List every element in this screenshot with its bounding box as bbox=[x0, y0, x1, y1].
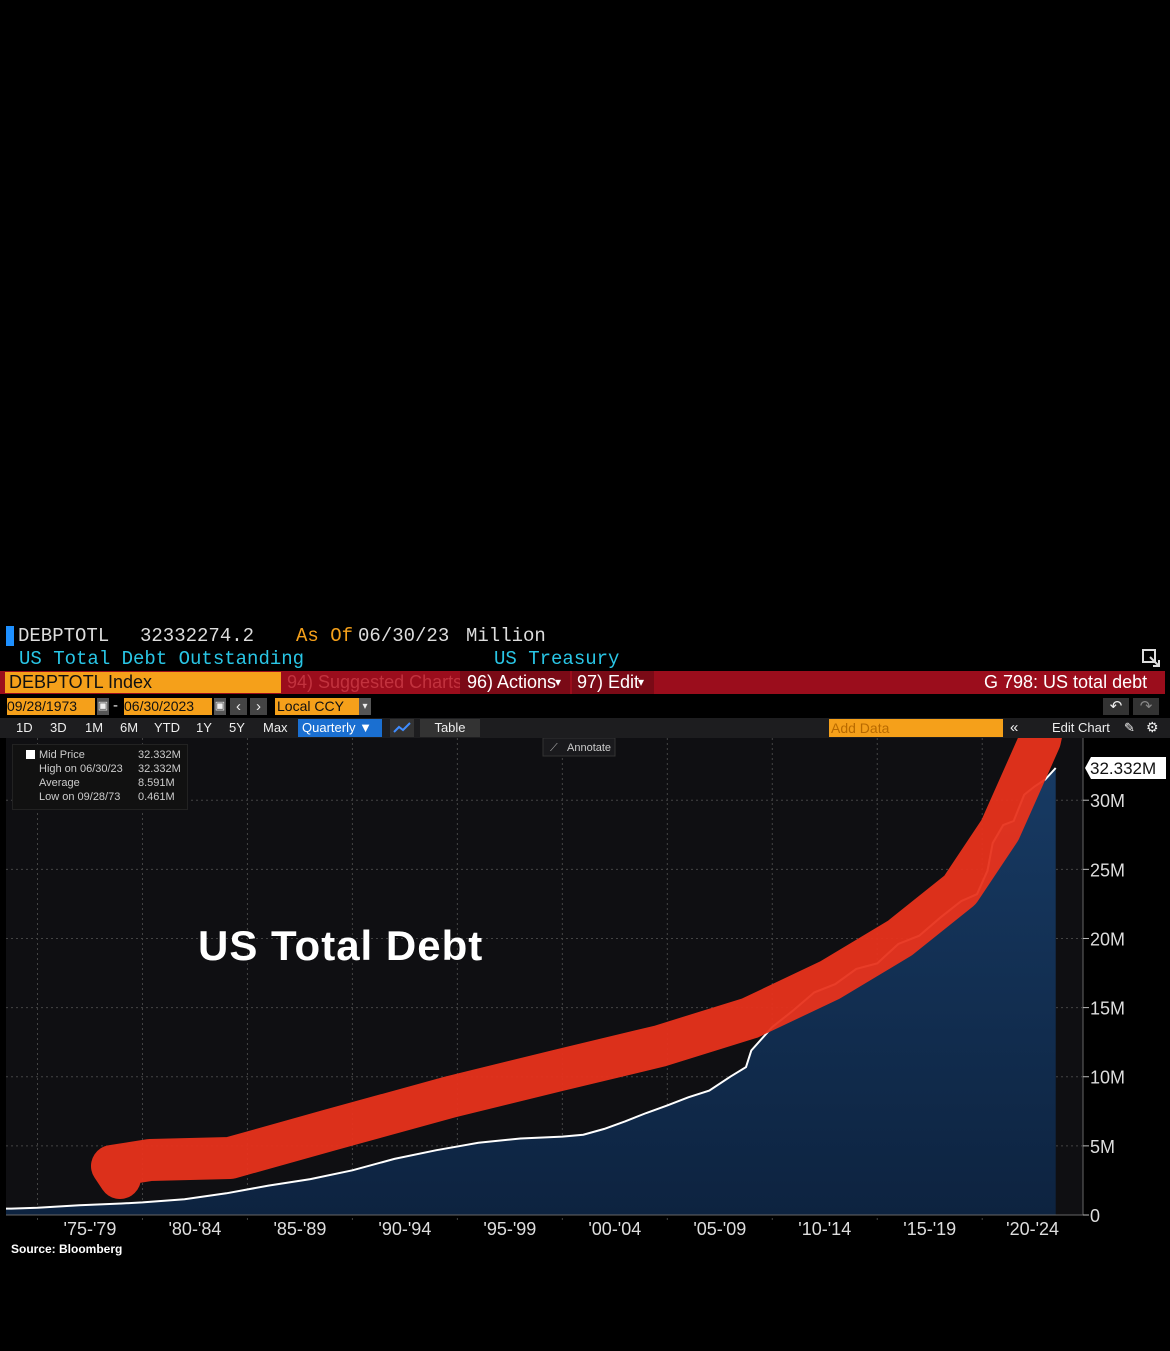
period-6m[interactable]: 6M bbox=[120, 720, 138, 735]
currency-select[interactable]: Local CCY bbox=[275, 698, 359, 715]
annotate-label: Annotate bbox=[567, 742, 611, 754]
y-tick-label: 5M bbox=[1090, 1137, 1115, 1157]
redo-icon[interactable]: ↷ bbox=[1133, 698, 1159, 715]
undo-icon[interactable]: ↶ bbox=[1103, 698, 1129, 715]
legend-avg-label: Average bbox=[39, 777, 80, 789]
currency-caret-icon[interactable]: ▾ bbox=[359, 698, 371, 715]
actions-menu[interactable]: 96) Actions bbox=[467, 672, 556, 693]
as-of-label: As Of bbox=[296, 625, 353, 647]
y-tick-label: 20M bbox=[1090, 929, 1125, 949]
settings-gear-icon[interactable]: ⚙ bbox=[1146, 719, 1159, 736]
security-description-row: US Total Debt Outstanding US Treasury bbox=[0, 648, 1170, 670]
period-1d[interactable]: 1D bbox=[16, 720, 33, 735]
annotate-icon: ⟋ bbox=[550, 742, 558, 754]
x-tick-label: '75-'79 bbox=[64, 1219, 117, 1239]
start-date-input[interactable]: 09/28/1973 bbox=[7, 698, 95, 715]
period-5y[interactable]: 5Y bbox=[229, 720, 245, 735]
function-toolbar: DEBPTOTL Index 94) Suggested Charts 96) … bbox=[0, 671, 1165, 694]
y-tick-label: 15M bbox=[1090, 999, 1125, 1019]
legend-low-label: Low on 09/28/73 bbox=[39, 791, 120, 803]
security-marker bbox=[6, 626, 14, 646]
source-org: US Treasury bbox=[494, 648, 619, 670]
legend-series-value: 32.332M bbox=[138, 749, 181, 761]
end-calendar-icon[interactable]: ▣ bbox=[214, 698, 226, 715]
x-tick-label: '20-'24 bbox=[1006, 1219, 1059, 1239]
period-ytd[interactable]: YTD bbox=[154, 720, 180, 735]
page-title: G 798: US total debt bbox=[984, 672, 1147, 693]
y-tick-label: 25M bbox=[1090, 860, 1125, 880]
legend-series-name: Mid Price bbox=[39, 749, 85, 761]
last-value-text: 32.332M bbox=[1090, 759, 1156, 778]
chart-type-icon[interactable] bbox=[390, 719, 414, 737]
unit-label: Million bbox=[466, 625, 546, 647]
period-1m[interactable]: 1M bbox=[85, 720, 103, 735]
edit-menu[interactable]: 97) Edit bbox=[577, 672, 639, 693]
prev-arrow-icon[interactable]: ‹ bbox=[230, 698, 247, 715]
frequency-select[interactable]: Quarterly ▼ bbox=[298, 719, 382, 737]
x-ticks: '75-'79 '80-'84 '85-'89 '90-'94 '95-'99 '00-'… bbox=[64, 1219, 1060, 1239]
legend-box: Mid Price 32.332M High on 06/30/23 32.33… bbox=[12, 744, 188, 810]
period-1y[interactable]: 1Y bbox=[196, 720, 212, 735]
x-tick-label: '15-'19 bbox=[903, 1219, 956, 1239]
period-toolbar: 1D 3D 1M 6M YTD 1Y 5Y Max Quarterly ▼ Ta… bbox=[0, 718, 1170, 738]
popout-icon[interactable] bbox=[1141, 648, 1161, 668]
edit-caret-icon: ▾ bbox=[638, 672, 644, 693]
actions-caret-icon: ▾ bbox=[555, 672, 561, 693]
debt-chart: '75-'79 '80-'84 '85-'89 '90-'94 '95-'99 '00-'… bbox=[0, 738, 1170, 1258]
collapse-icon[interactable]: « bbox=[1010, 719, 1018, 736]
source-note: Source: Bloomberg bbox=[11, 1242, 122, 1256]
y-tick-label: 0 bbox=[1090, 1206, 1100, 1226]
period-3d[interactable]: 3D bbox=[50, 720, 67, 735]
ticker: DEBPTOTL bbox=[18, 625, 109, 647]
x-tick-label: '80-'84 bbox=[168, 1219, 221, 1239]
date-range-row: 09/28/1973 ▣ - 06/30/2023 ▣ ‹ › Local CC… bbox=[0, 697, 1170, 717]
last-value-label: 32.332M bbox=[1085, 757, 1166, 779]
edit-chart-button[interactable]: Edit Chart bbox=[1052, 720, 1110, 735]
legend-avg-value: 8.591M bbox=[138, 777, 175, 789]
date-separator: - bbox=[113, 697, 118, 714]
y-tick-label: 10M bbox=[1090, 1068, 1125, 1088]
y-ticks: 0 5M 10M 15M 20M 25M 30M bbox=[1083, 791, 1125, 1226]
x-tick-label: '05-'09 bbox=[693, 1219, 746, 1239]
as-of-date: 06/30/23 bbox=[358, 625, 449, 647]
legend-high-value: 32.332M bbox=[138, 763, 181, 775]
annotation-title: US Total Debt bbox=[198, 922, 483, 970]
table-button[interactable]: Table bbox=[420, 719, 480, 737]
start-calendar-icon[interactable]: ▣ bbox=[97, 698, 109, 715]
x-tick-label: '85-'89 bbox=[273, 1219, 326, 1239]
x-tick-label: '90-'94 bbox=[378, 1219, 431, 1239]
add-data-input[interactable]: Add Data bbox=[829, 719, 1003, 737]
x-tick-label: '00-'04 bbox=[588, 1219, 641, 1239]
x-tick-label: '10-'14 bbox=[798, 1219, 851, 1239]
legend-swatch bbox=[26, 750, 35, 759]
x-tick-label: '95-'99 bbox=[483, 1219, 536, 1239]
legend-low-value: 0.461M bbox=[138, 791, 175, 803]
suggested-charts-button[interactable]: 94) Suggested Charts bbox=[287, 672, 462, 693]
next-arrow-icon[interactable]: › bbox=[250, 698, 267, 715]
edit-pencil-icon[interactable]: ✎ bbox=[1124, 720, 1135, 736]
end-date-input[interactable]: 06/30/2023 bbox=[124, 698, 212, 715]
security-description: US Total Debt Outstanding bbox=[19, 648, 304, 670]
last-value: 32332274.2 bbox=[140, 625, 254, 647]
period-max[interactable]: Max bbox=[263, 720, 288, 735]
y-tick-label: 30M bbox=[1090, 791, 1125, 811]
security-input[interactable]: DEBPTOTL Index bbox=[5, 672, 281, 693]
legend-high-label: High on 06/30/23 bbox=[39, 763, 123, 775]
security-header: DEBPTOTL 32332274.2 As Of 06/30/23 Milli… bbox=[0, 624, 1170, 648]
